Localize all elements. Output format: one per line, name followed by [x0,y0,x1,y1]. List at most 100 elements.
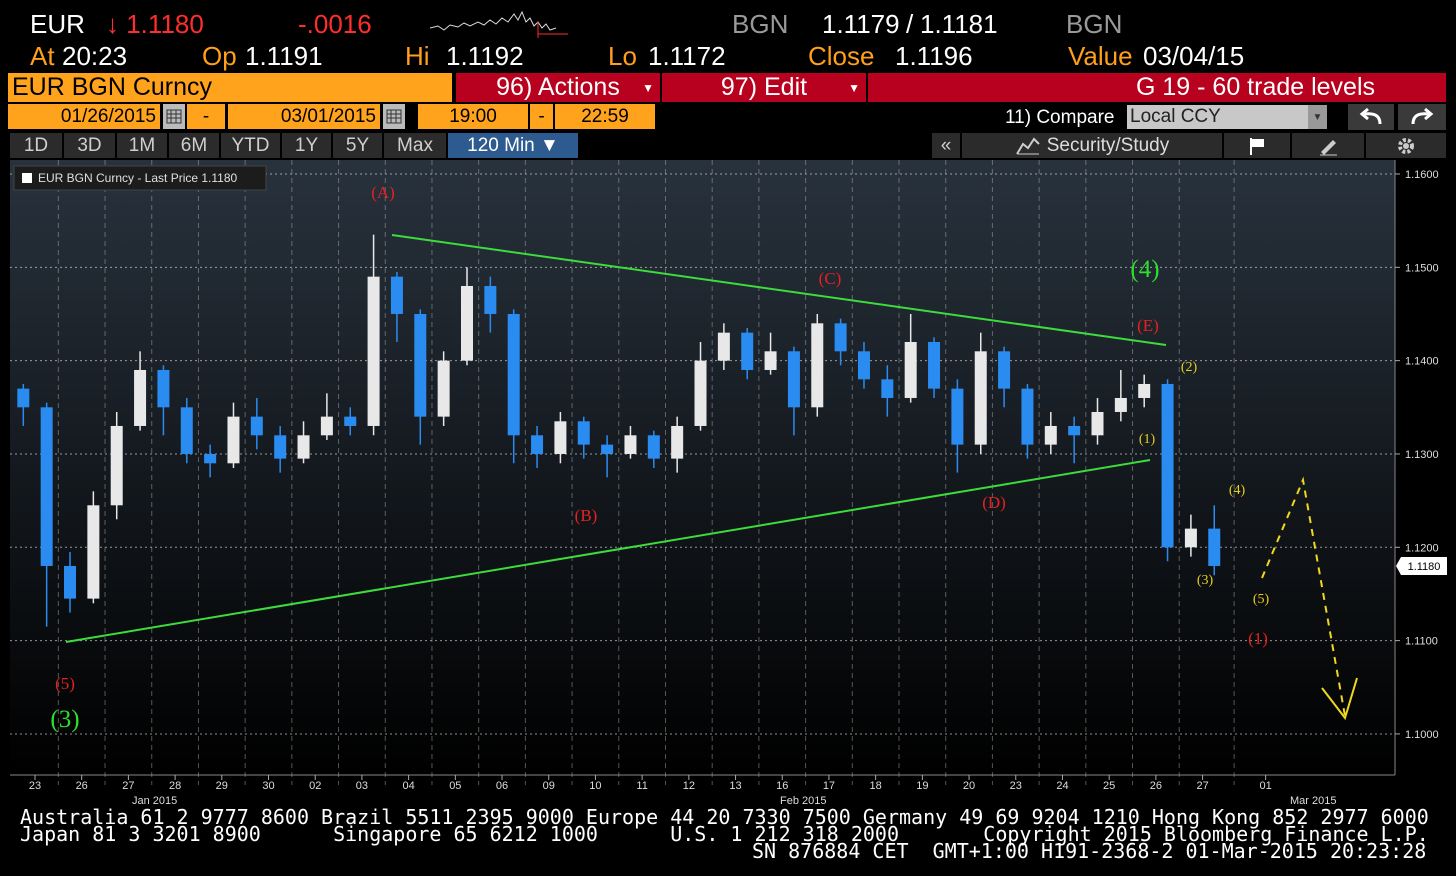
x-tick-label: 09 [543,780,555,792]
wave-label: (A) [371,183,395,202]
candle-body [1114,397,1127,412]
candle-body [1138,383,1151,398]
x-tick-label: 27 [1196,780,1208,792]
period-tab[interactable]: 1Y [282,133,331,158]
draw-button[interactable] [1292,133,1364,158]
candle-body [507,313,520,436]
calendar-icon[interactable] [163,104,185,129]
security-study-label: Security/Study [1046,134,1170,156]
undo-button[interactable] [1348,104,1394,130]
bid-ask-separator: / [906,9,914,39]
legend-swatch [22,173,32,183]
x-tick-label: 20 [963,780,975,792]
select-arrow[interactable]: ▼ [1308,105,1327,129]
candle-body [1184,528,1197,548]
stat-label: Value [1068,41,1133,71]
flag-button[interactable] [1224,133,1290,158]
x-tick-label: 23 [1010,780,1022,792]
support-trendline [65,459,1151,643]
period-tab[interactable]: 1M [117,133,167,158]
sparkline [430,10,568,38]
y-tick-label: 1.1000 [1405,729,1439,741]
settings-button[interactable] [1366,133,1446,158]
compare-label: 11) Compare [1005,107,1115,128]
month-label: Jan 2015 [132,795,177,807]
resistance-trendline [391,234,1167,346]
candle-body [1161,383,1174,548]
candle-body [1091,411,1104,436]
x-tick-label: 13 [729,780,741,792]
candle-body [297,435,310,459]
start-date[interactable]: 01/26/2015 [8,104,160,129]
candle-body [1044,425,1057,445]
wave-label: (5) [55,674,75,693]
y-tick-label: 1.1400 [1405,356,1439,368]
x-tick-label: 11 [636,780,647,792]
legend-box [13,165,267,191]
x-tick-label: 04 [402,780,414,792]
ask-currency: BGN [1066,9,1123,39]
wave-label: (1) [1248,629,1268,648]
x-tick-label: 29 [216,780,228,792]
x-tick-label: 24 [1056,780,1068,792]
x-tick-label: 17 [823,780,835,792]
candle-body [1021,388,1034,445]
period-tab[interactable]: 3D [64,133,115,158]
candle-body [951,388,964,445]
candle-body [367,276,380,426]
security-field[interactable]: EUR BGN Curncy [8,73,452,102]
candle-body [250,416,263,436]
stat-value: 1.1172 [648,41,726,71]
security-study-button[interactable]: Security/Study [962,133,1222,158]
period-tab[interactable]: YTD [221,133,280,158]
candle-body [601,444,614,454]
y-tick-label: 1.1200 [1405,542,1439,554]
wave-label: (B) [575,506,598,525]
x-tick-label: 01 [1260,780,1272,792]
wave-label: (5) [1253,592,1270,607]
candle-body [414,313,427,417]
period-tab[interactable]: 1D [10,133,62,158]
y-tick-label: 1.1300 [1405,449,1439,461]
date-separator: - [187,104,225,129]
candle-body [437,360,450,417]
currency-select[interactable]: Local CCY [1127,105,1327,129]
edit-menu[interactable]: 97) Edit ▼ [662,73,866,102]
wave-label: (4) [1130,256,1159,283]
stat-value: 1.1196 [895,41,973,71]
end-date[interactable]: 03/01/2015 [228,104,380,129]
ticker: EUR [30,9,85,39]
calendar-icon[interactable] [383,104,405,129]
x-tick-label: 12 [683,780,695,792]
end-time[interactable]: 22:59 [555,104,655,129]
wave-label: (2) [1181,360,1198,375]
actions-menu[interactable]: 96) Actions ▼ [456,73,660,102]
candle-body [741,332,754,370]
x-tick-label: 18 [870,780,882,792]
redo-button[interactable] [1398,104,1446,130]
x-tick-label: 16 [776,780,788,792]
candle-body [787,351,800,408]
actions-label: 96) Actions [496,73,620,101]
collapse-button[interactable]: « [932,133,960,158]
candle-body [390,276,403,314]
stat-label: Hi [405,41,430,71]
candle-body [764,351,777,370]
period-tab[interactable]: 6M [169,133,219,158]
candle-body [110,425,123,506]
dropdown-arrow: ▼ [642,80,654,95]
candle-body [904,341,917,398]
period-tab[interactable]: 5Y [333,133,382,158]
x-tick-label: 06 [496,780,508,792]
period-tab[interactable]: Max [384,133,446,158]
candle-body [320,416,333,436]
period-tab[interactable]: 120 Min ▼ [448,133,578,158]
candle-body [484,285,497,314]
candle-body [624,435,637,454]
candle-body [87,505,100,599]
x-tick-label: 25 [1103,780,1115,792]
start-time[interactable]: 19:00 [418,104,528,129]
candle-body [857,351,870,380]
x-tick-label: 26 [76,780,88,792]
